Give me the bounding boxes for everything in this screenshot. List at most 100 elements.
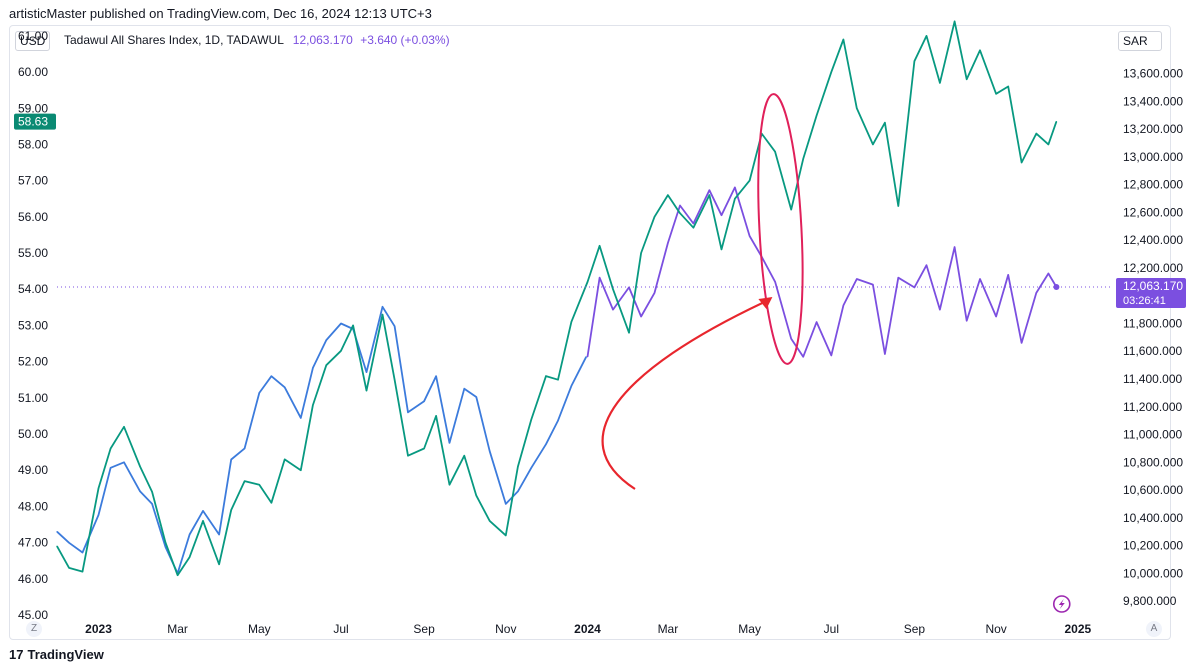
annotation-layer [601,93,804,490]
right-tick-label: 11,400.000 [1123,372,1182,386]
data-point [530,467,532,469]
chart-frame [9,25,1171,640]
data-point [925,35,928,37]
left-tick-label: 47.00 [18,536,48,550]
published-caption: artisticMaster published on TradingView.… [9,6,432,21]
time-tick-label: May [248,622,271,636]
time-axis: 2023 Mar May Jul Sep Nov 2024 Mar May Jul Sep Nov 20… [85,622,1091,636]
right-tick-label: 11,800.000 [1123,316,1182,330]
data-point [381,306,384,308]
data-point [995,93,997,95]
data-point [692,227,694,229]
right-tick-label: 13,400.000 [1123,94,1183,108]
data-point [708,194,711,196]
lightning-glyph [1058,599,1065,609]
data-point [653,292,656,294]
data-point [325,339,327,341]
data-point [640,315,642,318]
auto-scale-right-button[interactable]: A [1146,621,1162,637]
time-tick-label: Sep [413,622,435,636]
right-tick-label: 11,600.000 [1123,344,1182,358]
data-point [164,546,167,548]
data-point [81,551,84,554]
data-point [586,281,589,283]
data-point [570,385,573,387]
data-point [489,520,491,522]
data-point [966,320,968,322]
right-price-axis: 13,600.000 13,400.000 13,200.000 13,000.000… [1123,67,1183,609]
legend-symbol[interactable]: Tadawul All Shares Index, 1D, TADAWUL [64,33,284,47]
data-point [448,442,451,444]
data-point [586,356,589,358]
data-point [545,375,547,377]
divergence-ellipse [757,93,804,365]
data-point [557,379,559,381]
data-point [1020,342,1023,344]
tradingview-footer[interactable]: 17 TradingView [9,647,104,662]
right-price-badge-label: 12,063.170 [1123,279,1183,293]
left-tick-label: 61.00 [18,29,48,43]
right-tick-label: 13,000.000 [1123,150,1183,164]
data-point [1007,274,1009,276]
footer-brand: TradingView [27,647,104,662]
data-point [913,60,916,62]
badge-layer: 58.63 12,063.170 03:26:41 [14,113,1186,613]
time-tick-label: May [738,622,761,636]
data-point [1035,292,1037,294]
annotation-arrow-shaft [601,301,765,490]
left-currency-button[interactable]: USD [15,31,51,51]
data-point [1047,143,1049,146]
data-point [570,321,573,323]
data-point [667,242,669,244]
data-point [749,180,751,182]
right-tick-label: 10,800.000 [1123,455,1183,469]
data-point [270,375,272,377]
data-point [585,356,587,358]
left-tick-label: 46.00 [18,572,48,586]
data-point [897,205,899,207]
data-point [557,420,559,422]
data-point [435,415,437,417]
left-tick-label: 57.00 [18,174,48,188]
right-price-countdown: 03:26:41 [1123,295,1166,307]
series-line-blue [56,305,588,575]
data-point [407,455,409,457]
data-point [230,509,232,511]
right-currency-button[interactable]: SAR [1118,31,1162,51]
data-point [953,20,956,22]
data-point [774,281,776,283]
data-point [628,332,630,334]
data-point [407,411,409,413]
data-point [802,356,804,358]
data-point [897,277,899,279]
legend-change: +3.640 (+0.03%) [360,33,450,47]
right-tick-label: 10,200.000 [1123,539,1183,553]
data-point [913,286,916,288]
data-point [340,322,342,325]
data-point [123,461,125,463]
left-tick-label: 59.00 [18,101,48,115]
auto-scale-left-button[interactable]: Z [26,621,42,637]
data-point [463,455,465,457]
tradingview-logo-icon: 17 [9,647,24,662]
time-tick-label: 2023 [85,622,112,636]
data-point [139,465,141,468]
left-tick-label: 55.00 [18,246,48,260]
data-point [884,122,886,124]
data-point [312,404,314,406]
data-point [720,248,723,251]
data-point [953,246,956,248]
data-point [545,443,547,445]
left-tick-label: 51.00 [18,391,48,405]
time-tick-label: Mar [167,622,188,636]
data-point [612,288,614,290]
left-tick-label: 49.00 [18,463,48,477]
data-point [123,426,125,428]
data-point [202,510,204,512]
data-point [505,503,507,505]
left-price-axis: 61.00 60.00 59.00 58.00 57.00 56.00 55.00 54.00… [18,29,48,622]
left-tick-label: 53.00 [18,318,48,332]
data-point [517,465,519,468]
data-point [164,542,167,544]
